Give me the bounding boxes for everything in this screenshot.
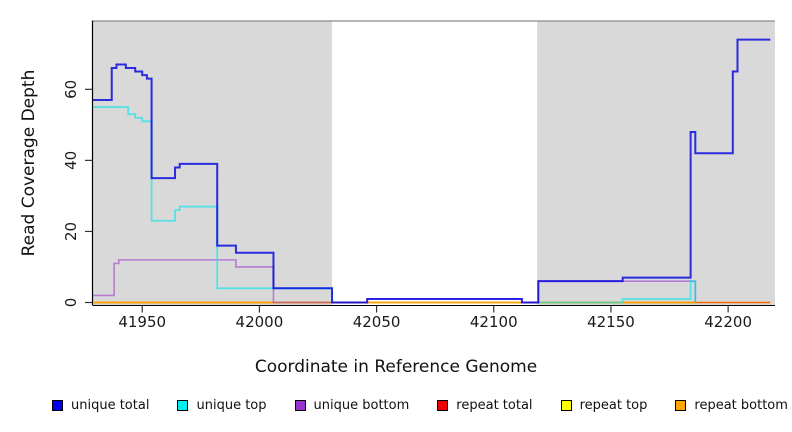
legend: unique total unique top unique bottom re… [52,398,788,413]
repeat-top-swatch-icon [560,400,572,411]
repeat-bottom-swatch-icon [675,400,687,411]
repeat-total-swatch-icon [437,400,449,411]
legend-item-unique-bottom: unique bottom [294,398,410,413]
x-tick-label: 42100 [470,313,518,331]
unique-bottom-swatch-icon [294,400,306,411]
legend-label: unique bottom [313,398,410,413]
y-tick-label: 40 [62,151,80,170]
x-tick-label: 42050 [353,313,401,331]
legend-item-repeat-top: repeat top [560,398,648,413]
legend-item-unique-top: unique top [177,398,267,413]
legend-label: unique total [71,398,150,413]
plot-band [537,21,775,306]
y-axis-title: Read Coverage Depth [19,69,39,257]
series-line-unique-total [93,38,771,304]
unique-total-swatch-icon [52,400,63,411]
legend-label: repeat total [456,398,533,413]
x-tick-label: 42150 [587,313,635,331]
legend-label: repeat top [579,398,648,413]
series-line-unique-top [538,280,697,304]
y-tick-label: 60 [62,80,80,99]
y-tick-label: 20 [62,222,80,241]
x-tick-label: 42000 [236,313,284,331]
legend-label: unique top [196,398,267,413]
legend-item-repeat-bottom: repeat bottom [675,398,788,413]
x-tick-label: 42200 [704,313,752,331]
x-axis-title: Coordinate in Reference Genome [254,357,538,377]
unique-top-swatch-icon [177,400,189,411]
legend-item-unique-total: unique total [52,398,149,413]
x-tick-label: 41950 [118,313,166,331]
legend-item-repeat-total: repeat total [437,398,533,413]
y-tick-label: 0 [62,298,80,308]
legend-label: repeat bottom [694,398,788,413]
